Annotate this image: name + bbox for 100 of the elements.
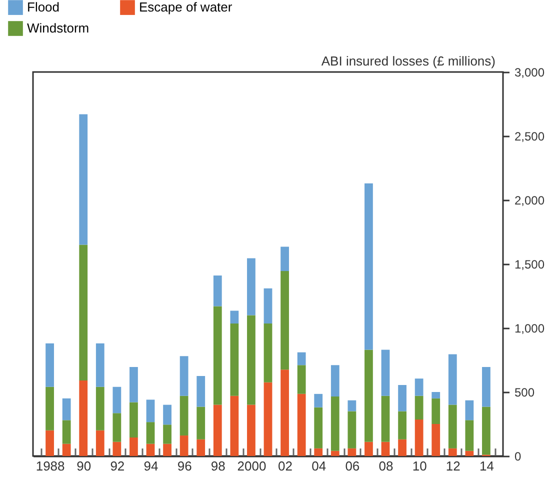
y-axis-title: ABI insured losses (£ millions): [321, 54, 496, 68]
legend-label: Windstorm: [27, 20, 90, 36]
bar: [280, 246, 289, 272]
bar: [96, 386, 104, 430]
x-tick-label: 02: [278, 458, 293, 474]
bar: [330, 450, 340, 456]
x-tick-label: 94: [144, 458, 158, 474]
bar: [330, 396, 340, 451]
bar: [247, 404, 256, 456]
bar: [448, 354, 457, 405]
bar: [62, 420, 71, 444]
bar: [482, 367, 490, 407]
bar: [163, 424, 172, 444]
bar: [46, 430, 54, 456]
bar: [314, 448, 323, 456]
bar: [280, 370, 289, 456]
legend-label: Escape of water: [139, 0, 233, 15]
bar: [432, 424, 440, 456]
bar: [330, 365, 340, 396]
bar: [381, 396, 390, 442]
bar: [62, 444, 71, 456]
x-tick-label: 90: [76, 458, 92, 474]
bar: [79, 114, 88, 245]
y-tick-label: 1,500: [514, 258, 545, 272]
x-tick-label: 1988: [36, 458, 65, 474]
bar: [196, 439, 206, 456]
bar: [46, 343, 54, 387]
y-tick-label: 500: [514, 386, 535, 400]
bar: [465, 400, 474, 420]
bar: [414, 396, 424, 420]
legend-label: Flood: [27, 0, 60, 15]
y-tick-label: 3,000: [514, 66, 545, 80]
bar: [96, 343, 104, 387]
bar: [398, 384, 406, 412]
bar: [79, 244, 88, 380]
bar: [247, 315, 256, 405]
bar: [381, 442, 390, 456]
bar: [364, 442, 373, 456]
bar: [163, 444, 172, 456]
bar: [264, 288, 272, 324]
x-tick-label: 12: [446, 458, 460, 474]
bar: [348, 411, 356, 448]
bar: [230, 324, 239, 396]
bar: [62, 398, 71, 420]
bar: [264, 382, 272, 456]
bar: [180, 396, 188, 436]
y-tick-label: 1,000: [514, 322, 545, 336]
x-tick-label: 14: [479, 458, 494, 474]
x-tick-label: 06: [345, 458, 360, 474]
bar: [364, 350, 373, 442]
bar: [280, 271, 289, 370]
bar: [314, 407, 323, 448]
x-tick-label: 04: [312, 458, 326, 474]
bar: [163, 404, 172, 425]
bar: [112, 386, 122, 414]
bar: [196, 376, 206, 407]
x-tick-label: 10: [412, 458, 427, 474]
bar: [414, 378, 424, 396]
bar: [482, 406, 490, 455]
bar: [297, 352, 306, 366]
bar: [348, 400, 356, 412]
bar: [398, 439, 406, 456]
x-tick-label: 98: [210, 458, 226, 474]
bar: [213, 276, 222, 306]
bar: [180, 436, 188, 456]
bar: [348, 448, 356, 456]
bar: [314, 394, 323, 408]
x-tick-label: 08: [378, 458, 394, 474]
bar: [381, 350, 390, 396]
bar: [79, 380, 88, 456]
bar: [297, 394, 306, 456]
bar: [448, 404, 457, 448]
y-tick-label: 0: [514, 450, 522, 464]
bar: [465, 420, 474, 451]
bar: [264, 324, 272, 382]
bar: [46, 386, 54, 430]
bar: [146, 422, 155, 444]
bar: [130, 367, 138, 402]
bar: [112, 442, 122, 456]
bar: [432, 398, 440, 424]
bar: [146, 444, 155, 456]
bar: [297, 365, 306, 394]
bar: [213, 306, 222, 405]
bar: [414, 420, 424, 456]
bar: [230, 396, 239, 456]
bar: [432, 392, 440, 398]
y-tick-label: 2,500: [514, 130, 545, 144]
x-tick-label: 92: [110, 458, 125, 474]
x-tick-label: 2000: [237, 458, 266, 474]
bar: [448, 448, 457, 456]
bar: [398, 411, 406, 440]
bar: [196, 406, 206, 440]
bar: [230, 310, 239, 324]
bar: [465, 450, 474, 456]
bar: [96, 430, 104, 456]
bar: [213, 404, 222, 456]
bar: [130, 437, 138, 456]
bar: [364, 183, 373, 350]
bar: [180, 356, 188, 396]
x-tick-label: 96: [177, 458, 192, 474]
